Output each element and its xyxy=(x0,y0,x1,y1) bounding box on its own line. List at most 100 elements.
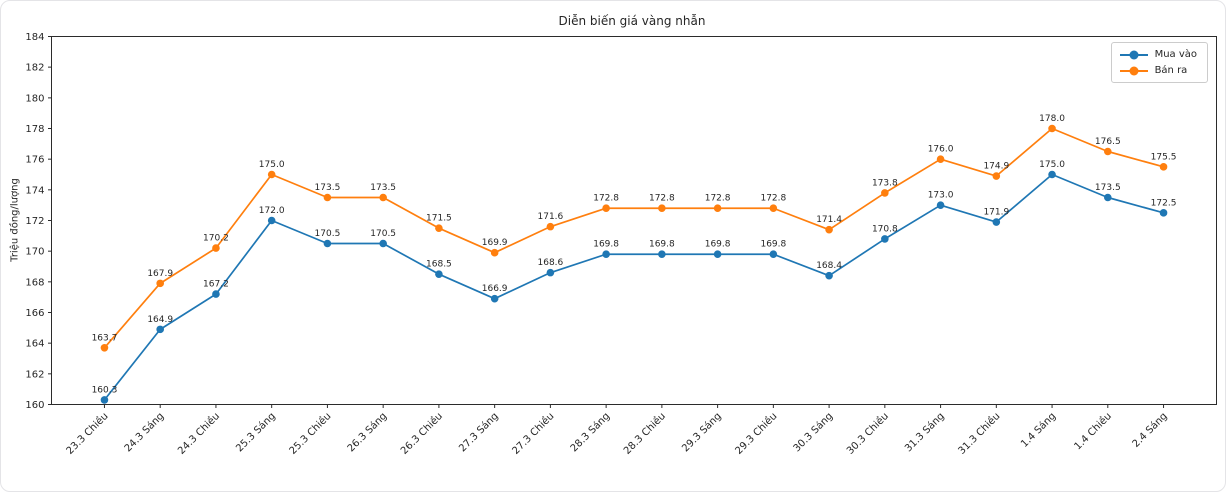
point-label: 176.5 xyxy=(1095,137,1121,147)
y-tick-label: 178 xyxy=(25,124,44,135)
data-point xyxy=(100,396,109,404)
point-label: 175.5 xyxy=(1151,152,1177,162)
data-point xyxy=(713,250,722,259)
data-point xyxy=(992,218,1001,226)
point-label: 172.8 xyxy=(649,194,675,204)
data-point xyxy=(490,248,499,257)
legend-label: Mua vào xyxy=(1154,49,1197,60)
line-marker-icon xyxy=(1119,66,1148,75)
y-tick-label: 184 xyxy=(25,32,44,43)
legend-label: Bán ra xyxy=(1154,65,1188,76)
point-label: 172.8 xyxy=(760,194,786,204)
data-point xyxy=(212,244,220,252)
data-point xyxy=(1048,170,1056,179)
x-tick-label: 30.3 Chiều xyxy=(844,410,891,457)
point-label: 170.8 xyxy=(872,224,898,234)
data-point xyxy=(490,294,499,303)
data-point xyxy=(379,193,387,202)
x-tick-label: 31.3 Chiều xyxy=(956,410,1003,457)
data-point xyxy=(323,239,332,248)
x-tick-label: 2.4 Sáng xyxy=(1130,410,1170,450)
x-tick-label: 27.3 Sáng xyxy=(456,410,500,454)
data-point xyxy=(156,325,164,334)
y-tick-label: 164 xyxy=(25,339,44,350)
series-line-0 xyxy=(103,173,1164,401)
y-tick-label: 160 xyxy=(25,400,44,411)
data-point xyxy=(323,193,332,202)
point-label: 176.0 xyxy=(928,145,954,155)
x-tick-label: 27.3 Chiều xyxy=(510,410,557,457)
x-tick-label: 26.3 Chiều xyxy=(398,410,445,457)
point-label: 171.6 xyxy=(538,212,564,222)
point-label: 170.2 xyxy=(203,234,229,244)
y-tick-label: 166 xyxy=(25,308,44,319)
data-point xyxy=(1104,147,1112,156)
data-point xyxy=(435,224,443,232)
data-point xyxy=(100,343,109,352)
data-point xyxy=(881,189,889,197)
point-label: 164.9 xyxy=(147,315,173,325)
data-point xyxy=(658,204,666,213)
data-point xyxy=(212,290,220,298)
point-label: 171.9 xyxy=(983,208,1009,218)
y-tick-label: 170 xyxy=(25,247,44,258)
point-label: 167.9 xyxy=(147,269,173,279)
data-point xyxy=(602,250,610,259)
x-tick-label: 28.3 Chiều xyxy=(621,410,668,457)
x-tick-label: 1.4 Chiều xyxy=(1072,410,1114,452)
data-point xyxy=(1159,209,1168,217)
x-tick-label: 28.3 Sáng xyxy=(568,410,612,454)
y-tick-label: 174 xyxy=(25,185,44,196)
data-point xyxy=(267,170,276,179)
y-tick-label: 172 xyxy=(25,216,44,227)
legend-entry-ban-ra: Bán ra xyxy=(1119,65,1197,76)
line-marker-icon xyxy=(1119,50,1148,59)
legend: Mua vào Bán ra xyxy=(1110,42,1208,83)
data-point xyxy=(379,239,387,248)
y-tick-label: 162 xyxy=(25,369,44,380)
point-label: 172.8 xyxy=(705,194,731,204)
point-label: 169.8 xyxy=(593,240,619,250)
data-point xyxy=(267,216,276,225)
point-label: 172.0 xyxy=(259,206,285,216)
point-label: 163.7 xyxy=(92,333,118,343)
data-point xyxy=(435,270,443,278)
point-label: 160.3 xyxy=(92,385,118,395)
point-label: 168.4 xyxy=(816,261,842,271)
point-label: 169.9 xyxy=(482,238,508,248)
x-tick-label: 30.3 Sáng xyxy=(791,410,835,454)
point-label: 174.9 xyxy=(983,162,1009,172)
point-label: 170.5 xyxy=(315,229,341,239)
x-tick-label: 24.3 Sáng xyxy=(122,410,166,454)
point-label: 167.2 xyxy=(203,280,229,290)
x-tick-label: 25.3 Chiều xyxy=(287,410,334,457)
point-label: 172.5 xyxy=(1151,198,1177,208)
data-point xyxy=(825,271,833,280)
x-tick-label: 31.3 Sáng xyxy=(902,410,946,454)
point-label: 178.0 xyxy=(1039,114,1065,124)
point-label: 169.8 xyxy=(705,240,731,250)
point-label: 171.4 xyxy=(816,215,842,225)
data-point xyxy=(1104,193,1112,202)
data-point xyxy=(713,204,722,213)
x-tick-label: 29.3 Sáng xyxy=(679,410,723,454)
data-point xyxy=(769,204,778,213)
x-tick-label: 26.3 Sáng xyxy=(345,410,389,454)
data-point xyxy=(769,250,778,259)
y-tick-label: 182 xyxy=(25,63,44,74)
data-point xyxy=(881,235,889,243)
series-line-1 xyxy=(103,127,1164,349)
x-tick-label: 29.3 Chiều xyxy=(733,410,780,457)
point-label: 169.8 xyxy=(649,240,675,250)
point-label: 172.8 xyxy=(593,194,619,204)
point-label: 166.9 xyxy=(482,284,508,294)
point-label: 168.5 xyxy=(426,260,452,270)
point-label: 169.8 xyxy=(760,240,786,250)
data-point xyxy=(546,222,555,231)
x-tick-label: 25.3 Sáng xyxy=(234,410,278,454)
x-tick-label: 24.3 Chiều xyxy=(175,410,222,457)
point-label: 171.5 xyxy=(426,214,452,224)
point-label: 175.0 xyxy=(1039,160,1065,170)
data-point xyxy=(992,172,1001,180)
